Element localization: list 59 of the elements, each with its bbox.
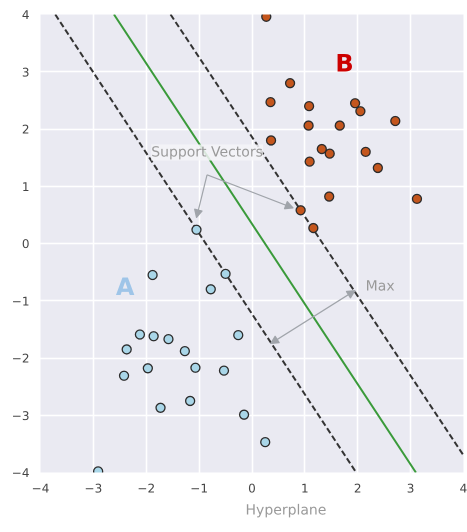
point: [218, 365, 230, 376]
point: [233, 330, 244, 340]
point: [238, 410, 250, 420]
point: [163, 334, 174, 344]
y-tick-label: 3: [22, 65, 30, 80]
point: [334, 120, 345, 131]
point: [360, 146, 371, 158]
y-tick-label: 4: [22, 8, 30, 22]
x-tick-label: 0: [248, 482, 256, 496]
x-tick-label: −2: [137, 482, 156, 496]
annotation: Support Vectors: [151, 144, 263, 160]
annotation: B: [335, 49, 354, 78]
point: [122, 344, 132, 355]
point: [304, 156, 315, 167]
point: [191, 224, 202, 235]
y-tick-label: 1: [22, 180, 30, 194]
point: [316, 144, 327, 154]
x-tick-label: 4: [460, 482, 467, 496]
x-tick-label: 2: [354, 482, 362, 496]
point: [118, 370, 130, 381]
point: [390, 116, 400, 126]
point: [372, 162, 383, 174]
point: [266, 135, 276, 146]
point: [412, 194, 422, 204]
x-tick-label: −4: [32, 482, 50, 496]
point: [142, 363, 153, 374]
point: [295, 205, 306, 216]
x-tick-label: −1: [190, 482, 208, 496]
annotation: A: [116, 272, 135, 301]
point: [303, 120, 314, 131]
point: [350, 98, 360, 108]
y-tick-label: −3: [12, 408, 30, 423]
point: [180, 346, 190, 356]
point: [155, 402, 166, 413]
text: Hyperplane: [246, 502, 326, 518]
point: [304, 100, 314, 112]
y-tick-label: −2: [12, 352, 30, 366]
point: [184, 396, 196, 406]
y-tick-label: −4: [12, 466, 30, 480]
x-tick-label: −3: [84, 482, 102, 496]
point: [147, 270, 158, 280]
x-tick-label: 3: [406, 482, 414, 496]
point: [324, 191, 334, 202]
point: [355, 106, 366, 116]
point: [265, 96, 276, 108]
point: [190, 362, 201, 373]
point: [220, 268, 231, 279]
point: [324, 148, 335, 159]
y-tick-label: −1: [12, 294, 30, 308]
y-tick-label: 2: [22, 122, 30, 136]
y-tick-label: 0: [22, 237, 30, 251]
annotation: Max: [366, 278, 395, 294]
point: [206, 284, 216, 294]
point: [148, 331, 159, 342]
point: [308, 222, 318, 234]
point: [134, 329, 146, 340]
point: [284, 78, 296, 88]
x-tick-label: 1: [301, 482, 309, 496]
point: [260, 437, 270, 448]
